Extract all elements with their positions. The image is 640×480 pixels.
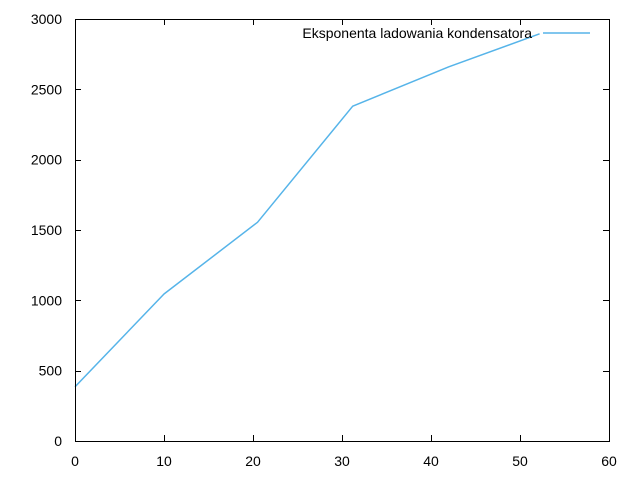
plot-frame xyxy=(75,19,610,442)
y-tick-label: 1500 xyxy=(31,222,62,238)
y-tick-label: 500 xyxy=(39,363,63,379)
y-tick-label: 2500 xyxy=(31,81,62,97)
axis-ticks xyxy=(75,19,610,442)
x-tick-label: 30 xyxy=(334,453,350,469)
y-tick-label: 2000 xyxy=(31,152,62,168)
legend-label: Eksponenta ladowania kondensatora xyxy=(302,25,532,41)
x-tick-label: 20 xyxy=(245,453,261,469)
x-tick-label: 0 xyxy=(71,453,79,469)
y-tick-label: 1000 xyxy=(31,292,62,308)
x-tick-label: 50 xyxy=(512,453,528,469)
y-tick-label: 0 xyxy=(54,433,62,449)
x-tick-label: 10 xyxy=(156,453,172,469)
y-tick-label: 3000 xyxy=(31,11,62,27)
x-axis-tick-labels: 0 10 20 30 40 50 60 xyxy=(71,453,617,469)
x-tick-label: 60 xyxy=(601,453,617,469)
x-tick-label: 40 xyxy=(423,453,439,469)
y-axis-tick-labels: 0 500 1000 1500 2000 2500 3000 xyxy=(31,11,62,449)
series-layer xyxy=(74,33,540,388)
series-line xyxy=(74,33,540,388)
legend: Eksponenta ladowania kondensatora xyxy=(302,25,590,41)
